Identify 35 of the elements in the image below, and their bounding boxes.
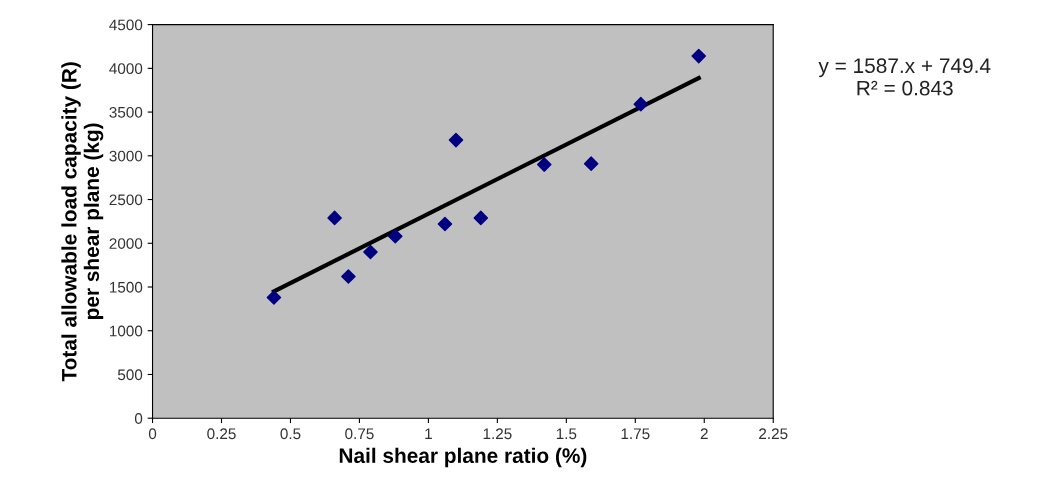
point xyxy=(583,156,599,171)
y-tick-label: 2500 xyxy=(109,194,143,206)
x-axis-title: Nail shear plane ratio (%) xyxy=(339,447,587,468)
y-tick-label: 4500 xyxy=(109,19,143,31)
point xyxy=(363,244,378,260)
y-tick-label: 1500 xyxy=(110,281,143,293)
x-tick-label: 1 xyxy=(425,428,432,439)
x-tick-label: 2 xyxy=(700,428,708,439)
point xyxy=(341,269,356,284)
y-tick-label: 3500 xyxy=(109,106,143,118)
x-tick-label: 1.75 xyxy=(621,428,650,440)
text: y = 1587.x + 749.4 R² = 0.843 xyxy=(818,58,991,96)
point xyxy=(448,132,464,148)
point xyxy=(266,290,282,305)
x-tick-label: 2.25 xyxy=(759,428,788,440)
x-tick-label: 1.5 xyxy=(556,428,577,440)
point xyxy=(388,228,403,244)
y-tick-label: 500 xyxy=(117,369,143,381)
x-tick-label: 0.75 xyxy=(345,428,374,440)
x-tick-label: 0 xyxy=(148,428,157,440)
point xyxy=(536,157,552,172)
y-axis-title: Total allowable load capacity (R) per shear plane (kg) xyxy=(61,62,104,382)
y-tick-label: 4000 xyxy=(109,63,143,75)
y-tick-label: 1000 xyxy=(110,325,143,337)
x-tick-label: 0.25 xyxy=(207,428,236,440)
x-tick-label: 0.5 xyxy=(280,428,301,440)
y-tick-label: 3000 xyxy=(109,150,143,162)
point xyxy=(473,210,489,226)
y-tick-label: 0 xyxy=(134,413,143,424)
point xyxy=(633,96,649,112)
point xyxy=(437,216,453,232)
y-tick-label: 2000 xyxy=(109,238,143,249)
point xyxy=(691,48,707,64)
x-tick-label: 1.25 xyxy=(483,428,512,440)
point xyxy=(327,210,342,226)
